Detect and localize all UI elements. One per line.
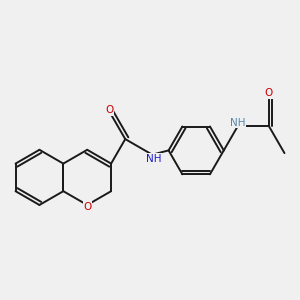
Text: O: O xyxy=(106,105,114,116)
Text: NH: NH xyxy=(230,118,245,128)
Text: O: O xyxy=(83,202,91,212)
Text: O: O xyxy=(265,88,273,98)
Text: NH: NH xyxy=(146,154,162,164)
